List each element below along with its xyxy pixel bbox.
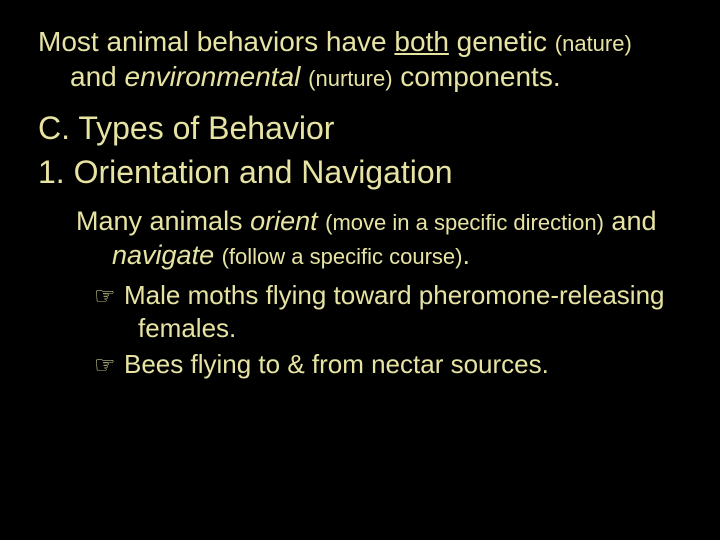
italic-word: environmental [125, 61, 301, 92]
bullet-item: ☞Male moths flying toward pheromone-rele… [38, 279, 682, 347]
paren-small: (nature) [555, 31, 632, 56]
text: and [70, 61, 125, 92]
italic-word: navigate [112, 240, 214, 270]
italic-word: orient [250, 206, 318, 236]
paren-small: (nurture) [308, 66, 392, 91]
pointing-hand-icon: ☞ [94, 350, 124, 381]
text: genetic [449, 26, 555, 57]
text: and [604, 206, 657, 236]
text: Most animal behaviors have [38, 26, 394, 57]
text [214, 240, 222, 270]
text: Many animals [76, 206, 250, 236]
text [300, 61, 308, 92]
text: components. [393, 61, 561, 92]
subsection-heading: 1. Orientation and Navigation [38, 152, 682, 194]
intro-paragraph: Most animal behaviors have both genetic … [38, 24, 682, 94]
bullet-item: ☞Bees flying to & from nectar sources. [38, 348, 682, 382]
bullet-text: Male moths flying toward pheromone-relea… [124, 280, 665, 344]
text: . [462, 240, 470, 270]
section-heading: C. Types of Behavior [38, 108, 682, 150]
paren-small: (move in a specific direction) [325, 210, 604, 235]
paren-small: (follow a specific course) [222, 244, 463, 269]
pointing-hand-icon: ☞ [94, 281, 124, 312]
body-paragraph: Many animals orient (move in a specific … [38, 205, 682, 273]
text [318, 206, 326, 236]
bullet-text: Bees flying to & from nectar sources. [124, 349, 549, 379]
underlined-word: both [394, 26, 449, 57]
